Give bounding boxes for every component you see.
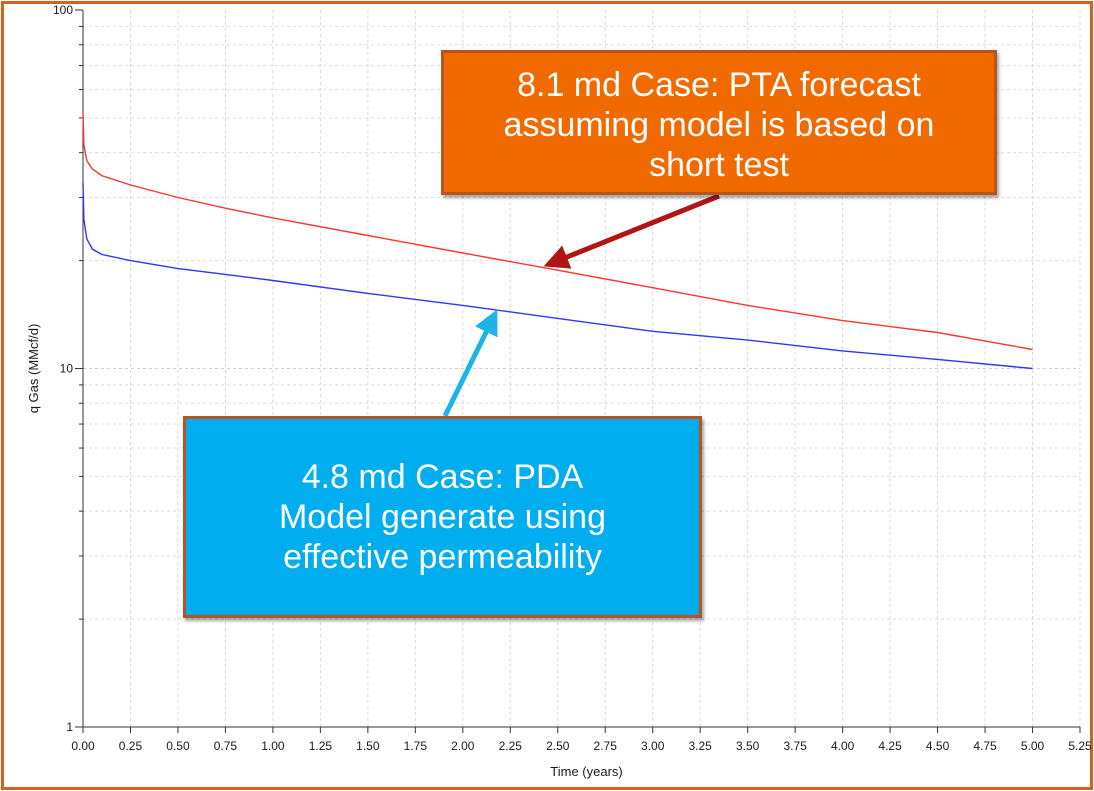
x-tick-label: 1.25 (309, 739, 333, 753)
pda-model-callout: 4.8 md Case: PDA Model generate using ef… (183, 416, 702, 618)
x-axis-title: Time (years) (550, 764, 622, 779)
x-tick-label: 0.25 (119, 739, 143, 753)
x-tick-label: 2.00 (451, 739, 475, 753)
series-group (82, 111, 1033, 370)
x-tick-label: 4.25 (878, 739, 902, 753)
x-tick-label: 1.00 (261, 739, 285, 753)
x-tick-label: 2.75 (594, 739, 618, 753)
y-axis-title: q Gas (MMcf/d) (26, 324, 41, 414)
callout-arrows (442, 193, 720, 418)
x-tick-label: 3.75 (783, 739, 807, 753)
x-tick-label: 5.25 (1068, 739, 1092, 753)
y-tick-label: 10 (60, 362, 74, 376)
x-tick-label: 0.00 (71, 739, 95, 753)
x-tick-label: 2.50 (546, 739, 570, 753)
x-tick-label: 4.75 (973, 739, 997, 753)
x-tick-label: 3.00 (641, 739, 665, 753)
x-tick-label: 5.00 (1021, 739, 1045, 753)
x-tick-label: 0.75 (214, 739, 238, 753)
x-tick-label: 2.25 (499, 739, 523, 753)
x-tick-label: 0.50 (166, 739, 190, 753)
x-tick-label: 3.50 (736, 739, 760, 753)
x-tick-label: 1.75 (404, 739, 428, 753)
y-tick-label: 100 (53, 3, 73, 17)
pta-forecast-callout: 8.1 md Case: PTA forecast assuming model… (441, 50, 997, 195)
pda-arrow (442, 309, 498, 418)
pta-arrow (543, 193, 720, 269)
x-tick-label: 3.25 (689, 739, 713, 753)
x-tick-label: 1.50 (356, 739, 380, 753)
y-tick-label: 1 (66, 720, 73, 734)
series-line-2 (82, 182, 1033, 370)
series-line-1 (82, 111, 1033, 351)
x-tick-label: 4.50 (926, 739, 950, 753)
x-tick-label: 4.00 (831, 739, 855, 753)
